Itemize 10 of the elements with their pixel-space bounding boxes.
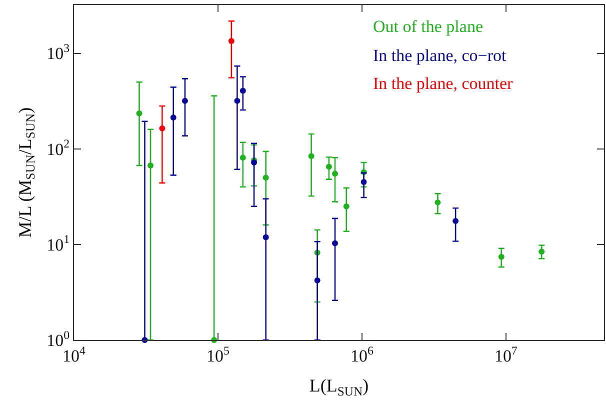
- text: Out of the plane: [373, 17, 483, 36]
- y-tick-label: 10$^{2}$: [46, 136, 70, 159]
- text: In the plane, counter: [373, 74, 514, 93]
- y-tick-label: 10$^{1}$: [46, 232, 70, 254]
- text: In the plane, co−rot: [373, 46, 507, 65]
- x-tick-label: 10$^{7}$: [494, 343, 518, 366]
- x-axis-title: L(L$_{SUN}$): [309, 376, 369, 398]
- y-tick-label: 10$^{3}$: [46, 41, 70, 64]
- x-tick-label: 10$^{6}$: [350, 343, 374, 366]
- x-tick-label: 10$^{5}$: [206, 343, 230, 366]
